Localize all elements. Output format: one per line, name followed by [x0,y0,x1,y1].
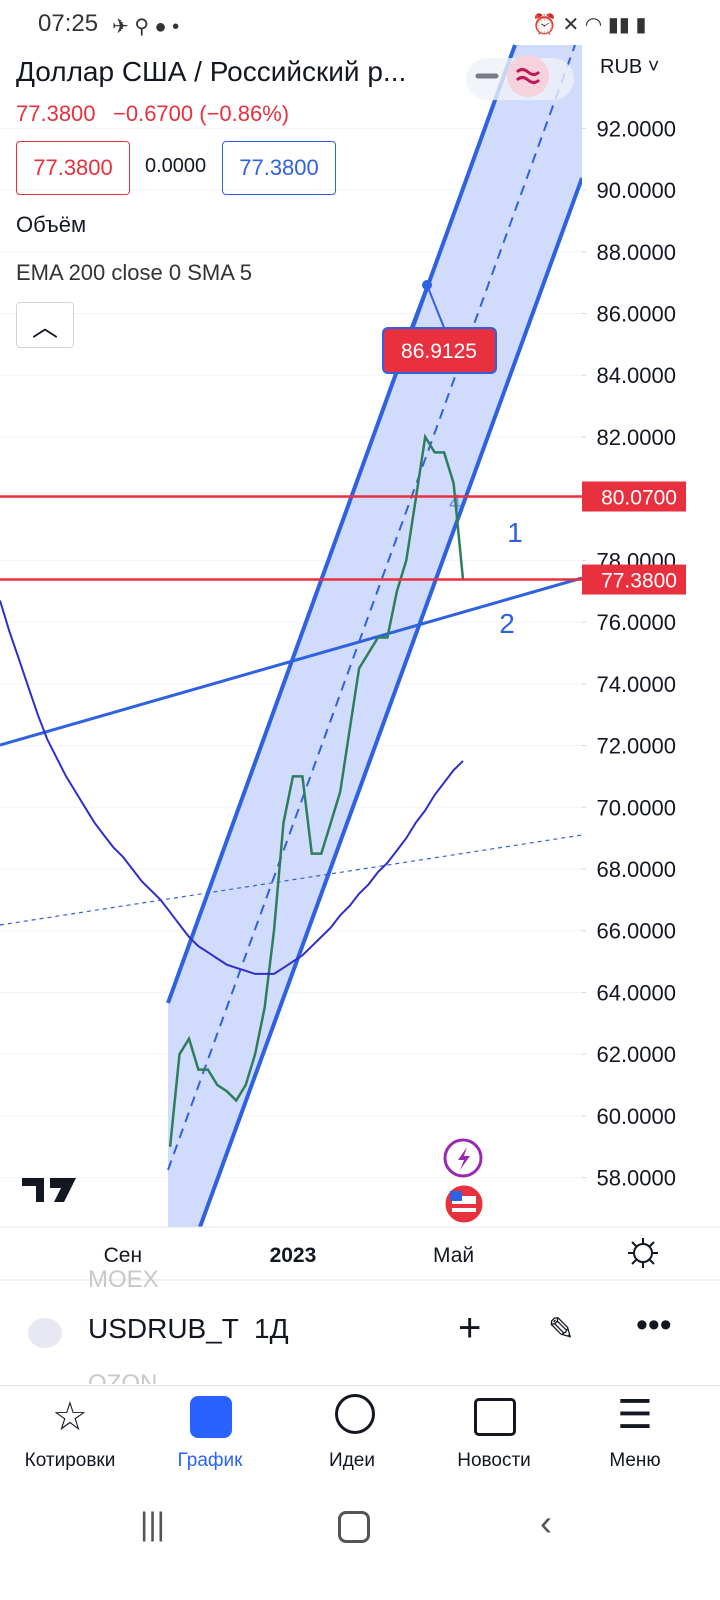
y-tick-label: 86.0000 [596,301,676,326]
nav-icon: ☰ [617,1393,653,1437]
measure-connector [426,284,446,331]
add-button[interactable]: + [458,1306,482,1350]
spread: 0.0000 [145,155,207,177]
draw-button[interactable]: ✎ [548,1311,575,1347]
symbol-flag [28,1318,62,1348]
channel-lower [198,177,584,1228]
ask-box[interactable]: 77.3800 [222,141,336,195]
y-tick-label: 88.0000 [596,240,676,265]
sys-home[interactable] [338,1511,370,1543]
price-tag [582,481,686,512]
sys-back[interactable]: ‹ [540,1502,552,1543]
price-tag-label: 77.3800 [601,570,677,593]
nav-icon-active [190,1396,232,1438]
nav-icon [474,1398,516,1436]
y-tick-label: 70.0000 [596,795,676,820]
theme-rays [628,1238,658,1268]
symbol-title: Доллар США / Российский р... [16,56,407,87]
ema-line [0,600,464,975]
nav-icon: ☆ [52,1395,88,1439]
annotation: 2 [499,608,515,639]
status-icons: ✈ ⚲ ● • [112,16,180,38]
wave-icon-bg [507,55,549,97]
ema-legend: EMA 200 close 0 SMA 5 [16,260,253,285]
x-tick-label: Май [433,1244,474,1267]
price-tag-label: 80.0700 [601,487,677,510]
nav-label[interactable]: Котировки [24,1450,116,1471]
collapse-button[interactable]: ︿ [16,302,74,348]
price-line [168,433,465,1147]
symbol-name[interactable]: USDRUB_T( [88,1313,240,1344]
y-tick-label: 82.0000 [596,425,676,450]
y-tick-label: 62.0000 [596,1042,676,1067]
list-item-faded: OZON [88,1370,158,1384]
more-button[interactable]: ••• [636,1306,672,1344]
trend-line [0,576,583,747]
nav-label[interactable]: График [177,1450,243,1471]
measure-label: 86.9125 [401,340,477,363]
currency-select[interactable]: RUB ˅ [600,56,660,78]
x-tick-label: Сен [104,1244,142,1267]
annotation: 1 [507,517,523,548]
nav-label[interactable]: Идеи [329,1450,375,1471]
y-tick-label: 74.0000 [596,672,676,697]
channel-mid [167,44,576,1171]
event-icon-glyph [458,1147,470,1170]
y-tick-label: 92.0000 [596,116,676,141]
list-item-faded: MOEX [88,1266,159,1288]
sys-recent[interactable]: ||| [140,1506,165,1542]
x-tick-label: 2023 [270,1244,317,1267]
y-tick-label: 60.0000 [596,1104,676,1129]
bid-box[interactable]: 77.3800 [16,141,130,195]
y-tick-label: 58.0000 [596,1166,676,1191]
flag-stripe [452,1196,476,1204]
y-tick-label: 90.0000 [596,178,676,203]
status-time: 07:25 [38,10,99,37]
trend-line-dotted [0,834,583,926]
status-icons-right: ⏰ ✕ ◠ ▮▮ ▮ [532,14,647,36]
wave-icon [515,68,541,84]
measure-connector [409,284,428,331]
volume-legend: Объём [16,212,87,237]
price-tag [582,564,686,595]
price-axis [582,45,720,1227]
interval[interactable]: 1Д [254,1313,289,1344]
y-tick-label: 72.0000 [596,734,676,759]
nav-label[interactable]: Меню [609,1450,661,1471]
channel-upper [166,44,517,1004]
y-tick-label: 68.0000 [596,857,676,882]
y-tick-label: 84.0000 [596,363,676,388]
currency-label: RUB [600,56,643,78]
y-tick-label: 64.0000 [596,980,676,1005]
nav-icon [335,1394,375,1434]
price-change: −0.6700 (−0.86%) [113,101,290,126]
flag-stripe [452,1208,476,1212]
y-tick-label: 76.0000 [596,610,676,635]
y-tick-label: 66.0000 [596,919,676,944]
last-price: 77.3800 [16,101,96,126]
measure-box [382,327,497,374]
flag-canton [450,1191,462,1201]
nav-divider [0,1385,720,1386]
measure-point [422,280,432,290]
tv-logo [22,1178,76,1202]
theme-icon[interactable] [633,1243,653,1263]
nav-label[interactable]: Новости [457,1450,531,1471]
